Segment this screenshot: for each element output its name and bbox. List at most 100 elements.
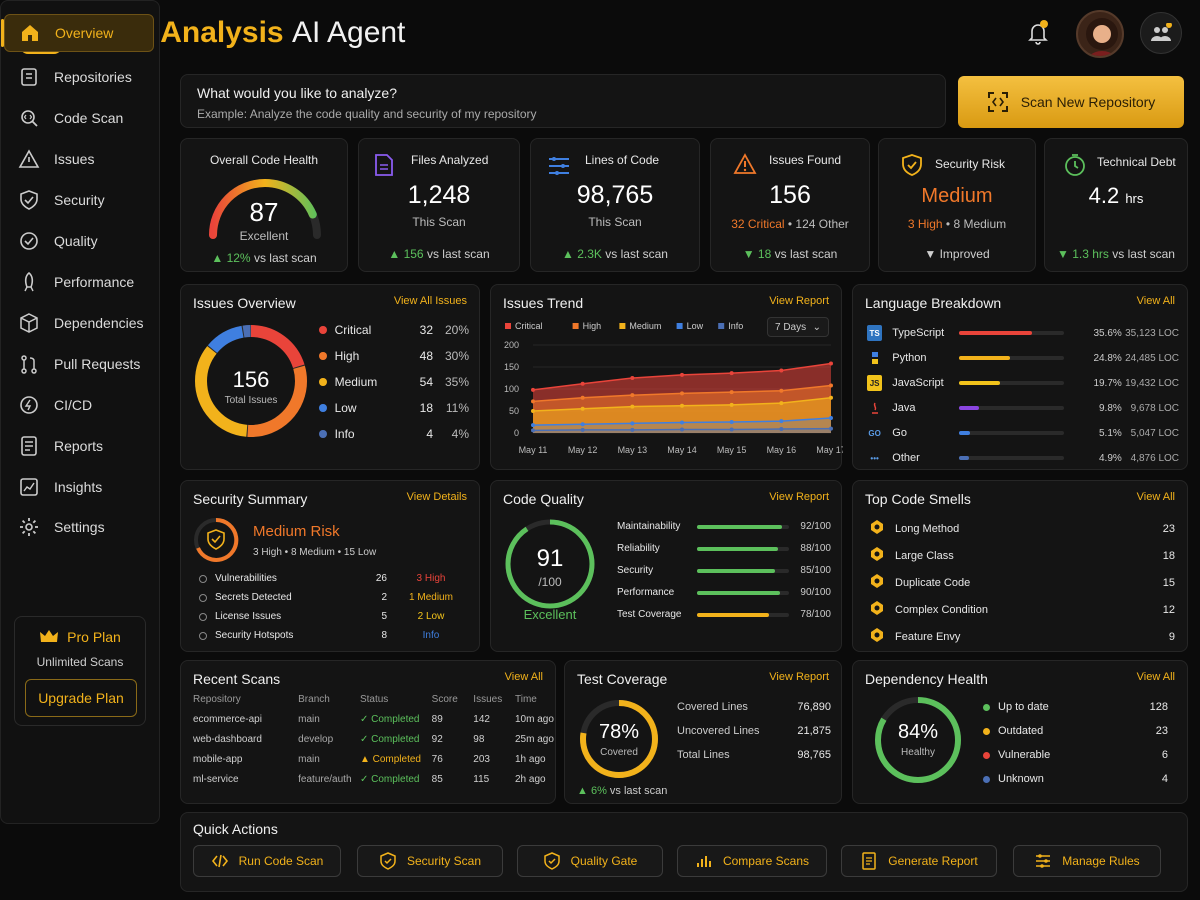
sidebar-item-issues[interactable]: Issues: [4, 140, 154, 178]
code-smell-name: Long Method: [895, 522, 960, 535]
scan-new-repository-button[interactable]: Scan New Repository: [958, 76, 1184, 128]
sidebar-item-pull-requests[interactable]: Pull Requests: [4, 345, 154, 383]
file-icon: [375, 154, 393, 176]
code-smell-row[interactable]: Duplicate Code 15: [869, 573, 1175, 592]
table-row[interactable]: mobile-app main ▲ Completed 76 203 1h ago: [193, 749, 555, 769]
quick-action-compare-scans-button[interactable]: Compare Scans: [677, 845, 827, 877]
scans-column-header[interactable]: Branch: [298, 693, 330, 705]
sidebar-item-reports[interactable]: Reports: [4, 427, 154, 465]
dependency-health-pct: 84%: [897, 721, 939, 743]
avatar[interactable]: [1076, 10, 1124, 58]
issue-row-low[interactable]: Low 18 11%: [319, 401, 469, 415]
view-all-issues-link[interactable]: View All Issues: [393, 295, 467, 307]
sidebar-item-performance[interactable]: Performance: [4, 263, 154, 301]
test-coverage-view-report-link[interactable]: View Report: [769, 671, 829, 683]
language-bar: [959, 431, 1064, 435]
sidebar-item-dependencies[interactable]: Dependencies: [4, 304, 154, 342]
scan-time-cell: 10m ago: [514, 713, 554, 725]
dependency-row-up-to-date[interactable]: Up to date 128: [983, 701, 1177, 713]
security-row-license-issues[interactable]: License Issues 5 2 Low: [199, 611, 469, 622]
lines-of-code-change: ▲ 2.3K vs last scan: [562, 247, 668, 261]
language-name: Other: [892, 452, 920, 464]
security-item-count: 2: [381, 592, 387, 603]
code-smell-row[interactable]: Long Method 23: [869, 519, 1175, 538]
sidebar-item-overview[interactable]: Overview: [1, 14, 154, 52]
dependency-view-all-link[interactable]: View All: [1136, 671, 1175, 683]
shield-icon: [207, 529, 225, 550]
gear-icon: [18, 516, 40, 538]
quality-row-reliability: Reliability 88/100: [617, 543, 833, 554]
issues-trend-view-report-link[interactable]: View Report: [769, 295, 829, 307]
code-health-gauge: [209, 179, 321, 239]
scans-column-header[interactable]: Score: [431, 693, 458, 705]
security-breakdown: 3 High • 8 Medium • 15 Low: [253, 547, 377, 558]
point-info: [829, 426, 833, 431]
quick-action-run-code-scan-button[interactable]: Run Code Scan: [193, 845, 341, 877]
files-analyzed-change: ▲ 156 vs last scan: [388, 247, 490, 261]
quick-action-manage-rules-button[interactable]: Manage Rules: [1013, 845, 1161, 877]
code-smell-row[interactable]: Large Class 18: [869, 546, 1175, 565]
team-icon[interactable]: [1140, 12, 1182, 54]
point-critical: [580, 381, 585, 386]
rocket-icon: [18, 271, 40, 293]
sidebar-item-repositories[interactable]: Repositories: [4, 58, 154, 96]
sidebar-item-label: Dependencies: [54, 315, 144, 331]
quick-action-label: Quality Gate: [570, 854, 638, 868]
analyze-prompt[interactable]: What would you like to analyze? Example:…: [180, 74, 946, 128]
dependency-row-vulnerable[interactable]: Vulnerable 6: [983, 749, 1177, 761]
test-coverage-pct: 78%: [598, 721, 640, 743]
dependency-status-count: 6: [1161, 749, 1168, 761]
security-summary-card: Security Summary View Details Medium Ris…: [180, 480, 480, 652]
scans-column-header[interactable]: Time: [514, 693, 537, 705]
issue-row-medium[interactable]: Medium 54 35%: [319, 375, 469, 389]
bell-icon[interactable]: [1026, 20, 1050, 46]
quick-action-generate-report-button[interactable]: Generate Report: [841, 845, 997, 877]
sidebar-item-security[interactable]: Security: [4, 181, 154, 219]
code-smell-row[interactable]: Complex Condition 12: [869, 600, 1175, 619]
dependency-row-outdated[interactable]: Outdated 23: [983, 725, 1177, 737]
scans-column-header[interactable]: Status: [359, 693, 389, 705]
security-row-vulnerabilities[interactable]: Vulnerabilities 26 3 High: [199, 573, 469, 584]
sidebar-item-settings[interactable]: Settings: [4, 508, 154, 546]
y-tick-label: 0: [514, 428, 519, 438]
table-row[interactable]: ml-service feature/auth ✓ Completed 85 115 2h…: [193, 769, 555, 789]
code-smells-view-all-link[interactable]: View All: [1136, 491, 1175, 503]
sidebar-item-insights[interactable]: Insights: [4, 468, 154, 506]
issue-row-high[interactable]: High 48 30%: [319, 349, 469, 363]
sidebar-item-code-scan[interactable]: Code Scan: [4, 99, 154, 137]
legend-critical: Critical: [505, 321, 543, 331]
quick-action-quality-gate-button[interactable]: Quality Gate: [517, 845, 663, 877]
recent-scans-view-all-link[interactable]: View All: [504, 671, 543, 683]
quality-metric-name: Maintainability: [617, 521, 681, 532]
x-tick-label: May 17: [816, 445, 843, 455]
security-view-details-link[interactable]: View Details: [406, 491, 467, 503]
cicd-icon: [18, 394, 40, 416]
quality-metric-name: Reliability: [617, 543, 660, 554]
sidebar-item-ci-cd[interactable]: CI/CD: [4, 386, 154, 424]
x-tick-label: May 14: [667, 445, 697, 455]
security-row-secrets-detected[interactable]: Secrets Detected 2 1 Medium: [199, 592, 469, 603]
security-item-name: Vulnerabilities: [215, 573, 277, 584]
issue-row-critical[interactable]: Critical 32 20%: [319, 323, 469, 337]
trend-range-select[interactable]: 7 Days ⌄: [767, 317, 829, 337]
scans-column-header[interactable]: Repository: [193, 693, 241, 705]
quick-action-security-scan-button[interactable]: Security Scan: [357, 845, 503, 877]
code-smell-row[interactable]: Feature Envy 9: [869, 627, 1175, 646]
point-high: [531, 399, 535, 404]
code-quality-view-report-link[interactable]: View Report: [769, 491, 829, 503]
language-bar: [959, 331, 1064, 335]
security-row-security-hotspots[interactable]: Security Hotspots 8 Info: [199, 630, 469, 641]
language-bar-fill: [959, 356, 1011, 360]
dependency-status-name: Vulnerable: [998, 749, 1051, 761]
security-risk-breakdown: 3 High • 8 Medium: [907, 217, 1007, 231]
sidebar-item-quality[interactable]: Quality: [4, 222, 154, 260]
security-risk-card: Security Risk Medium 3 High • 8 Medium ▼…: [878, 138, 1036, 272]
issue-row-info[interactable]: Info 4 4%: [319, 427, 469, 441]
scans-column-header[interactable]: Issues: [473, 693, 503, 705]
upgrade-plan-button[interactable]: Upgrade Plan: [25, 679, 137, 717]
languages-view-all-link[interactable]: View All: [1136, 295, 1175, 307]
table-row[interactable]: ecommerce-api main ✓ Completed 89 142 10m ago: [193, 709, 555, 729]
scan-repo-cell: ml-service: [193, 773, 239, 785]
dependency-row-unknown[interactable]: Unknown 4: [983, 773, 1177, 785]
table-row[interactable]: web-dashboard develop ✓ Completed 92 98 25m a…: [193, 729, 555, 749]
